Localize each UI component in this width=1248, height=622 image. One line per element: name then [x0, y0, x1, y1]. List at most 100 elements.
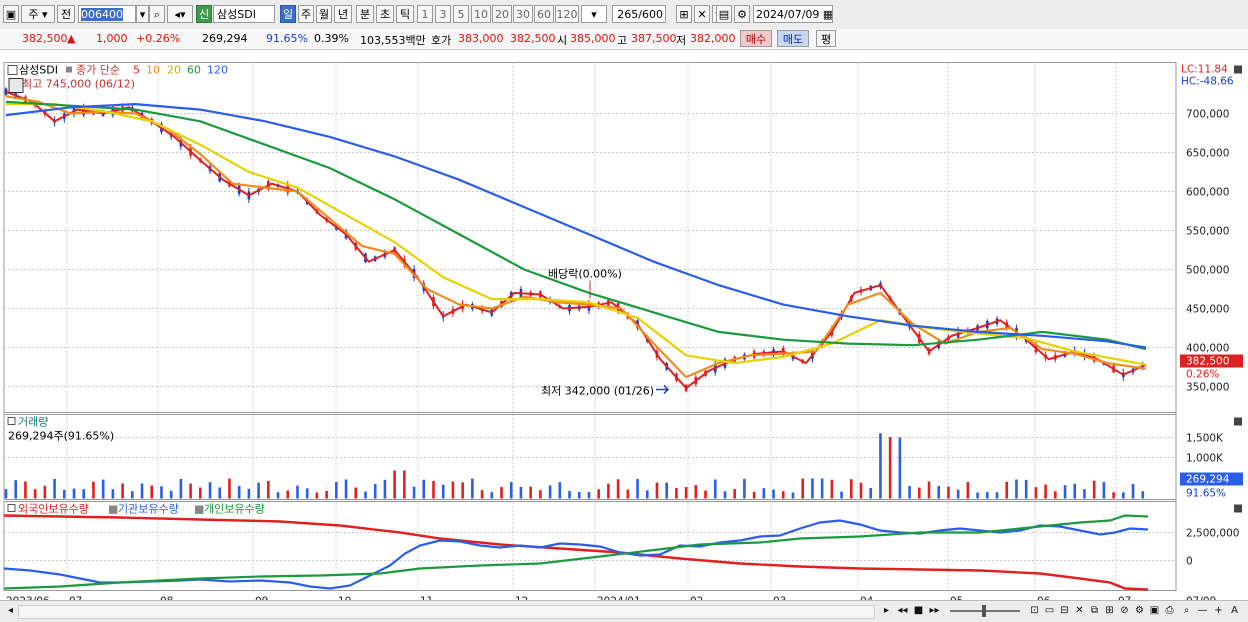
volume-bar: [208, 482, 212, 499]
legend-ma-60: 60: [187, 64, 201, 77]
interval-1[interactable]: 1: [417, 5, 433, 23]
volume-bar: [121, 483, 124, 499]
crosshair-icon[interactable]: ✕: [694, 5, 710, 23]
tab-second[interactable]: 초: [376, 5, 394, 23]
prev-button[interactable]: 전: [57, 5, 75, 23]
zoom-icon[interactable]: ⌕: [1183, 605, 1190, 616]
scroll-left-icon[interactable]: ◂: [7, 605, 14, 616]
count-input[interactable]: 265/600: [612, 5, 666, 23]
stock-name-field[interactable]: 삼성SDI: [213, 5, 275, 23]
drawing-tool-icon[interactable]: ⊡: [1030, 605, 1039, 616]
tab-month[interactable]: 월: [316, 5, 332, 23]
stock-code-value: 006400: [81, 8, 123, 21]
hc-value: HC:-48.66: [1181, 76, 1234, 88]
volume-bar: [597, 489, 600, 499]
link-icon[interactable]: ⊘: [1120, 605, 1129, 616]
volume-bar: [305, 488, 309, 499]
scroll-track[interactable]: [18, 605, 875, 619]
volume-bar: [587, 492, 591, 499]
tab-year[interactable]: 년: [334, 5, 352, 23]
interval-3[interactable]: 3: [435, 5, 451, 23]
volume-bar: [53, 478, 56, 499]
volume-panel-checkbox[interactable]: [7, 417, 16, 425]
calendar-icon[interactable]: ▦: [822, 8, 833, 21]
interval-20[interactable]: 20: [492, 5, 512, 23]
sell-button[interactable]: 매도: [777, 30, 809, 47]
volume-bar: [199, 487, 202, 499]
search-icon[interactable]: ⌕: [149, 5, 165, 23]
forward-icon[interactable]: ▸▸: [929, 605, 940, 616]
save-icon[interactable]: ▤: [716, 5, 732, 23]
stock-code-input[interactable]: 006400: [78, 5, 136, 23]
volume-ratio: 91.65%: [266, 32, 308, 45]
tab-minute[interactable]: 분: [356, 5, 374, 23]
vertical-gridlines: [66, 62, 1117, 591]
zoom-in-icon[interactable]: +: [1214, 605, 1223, 616]
volume-bar: [956, 489, 960, 499]
period-type-select[interactable]: 주 ▾: [21, 5, 55, 23]
candle-icon[interactable]: ⊞: [676, 5, 692, 23]
volume-bar: [296, 485, 299, 499]
compare-icon[interactable]: ⊟: [1060, 605, 1069, 616]
shape-tool-icon[interactable]: ▭: [1044, 605, 1055, 616]
volume-panel-close-icon[interactable]: [1234, 417, 1242, 426]
change-rate: +0.26%: [136, 32, 181, 45]
font-size-icon[interactable]: A: [1231, 605, 1238, 616]
price-panel-close-icon[interactable]: [1234, 65, 1242, 74]
interval-dropdown[interactable]: ▾: [581, 5, 607, 23]
stop-icon[interactable]: ■: [913, 605, 924, 616]
print-icon[interactable]: ⎙: [1165, 605, 1174, 616]
volume-bar: [111, 489, 115, 499]
volume-bar: [509, 482, 513, 499]
grid-toggle-icon[interactable]: [8, 78, 24, 93]
tab-tick[interactable]: 틱: [396, 5, 414, 23]
y-tick: 550,000: [1186, 226, 1229, 238]
gear-icon[interactable]: ⚙: [734, 5, 750, 23]
zoom-slider-handle[interactable]: [982, 605, 986, 617]
interval-10[interactable]: 10: [471, 5, 491, 23]
tab-week[interactable]: 주: [298, 5, 314, 23]
volume-bar: [228, 478, 231, 499]
holding-panel-close-icon[interactable]: [1234, 504, 1242, 513]
interval-30[interactable]: 30: [513, 5, 533, 23]
price-panel-checkbox[interactable]: [7, 65, 18, 75]
volume-bar: [869, 487, 873, 499]
holding-panel-checkbox[interactable]: [7, 504, 16, 512]
volume-bar: [471, 478, 474, 499]
buy-button[interactable]: 매수: [740, 30, 772, 47]
code-dropdown-icon[interactable]: ▾: [136, 5, 149, 23]
volume-bar: [704, 490, 707, 499]
chart-scrollbar[interactable]: ◂ ▸ ◂◂ ■ ▸▸ ⊡ ▭ ⊟ ✕ ⧉ ⊞ ⊘ ⚙ ▣ ⎙ ⌕ — + A: [0, 600, 1248, 622]
volume-bar: [568, 491, 571, 499]
window-menu-icon[interactable]: ▣: [3, 5, 19, 23]
open-price: 385,000: [570, 32, 616, 45]
image-icon[interactable]: ▣: [1149, 605, 1160, 616]
rewind-icon[interactable]: ◂◂: [897, 605, 908, 616]
vol-tick: 1,000K: [1186, 453, 1224, 465]
legend-ma-10: 10: [146, 64, 160, 77]
volume-bar: [461, 482, 464, 499]
zoom-out-icon[interactable]: —: [1197, 605, 1208, 616]
speaker-icon[interactable]: ◂▾: [167, 5, 193, 23]
settings-icon[interactable]: ⚙: [1135, 605, 1144, 616]
volume-bar: [820, 478, 824, 499]
volume-value-note: 269,294주(91.65%): [8, 430, 114, 443]
stock-chart[interactable]: 700,000 650,000 600,000 550,000 500,000 …: [0, 50, 1248, 621]
volume-bar: [257, 482, 260, 499]
interval-5[interactable]: 5: [453, 5, 469, 23]
volume-bar: [917, 487, 921, 499]
avg-button[interactable]: 평: [816, 30, 836, 47]
volume-bar: [840, 491, 843, 499]
y-tick: 450,000: [1186, 304, 1229, 316]
volume-bar: [1034, 487, 1038, 499]
interval-60[interactable]: 60: [534, 5, 554, 23]
cross-icon[interactable]: ✕: [1075, 605, 1084, 616]
scroll-right-icon[interactable]: ▸: [883, 605, 890, 616]
copy-icon[interactable]: ⧉: [1090, 605, 1099, 616]
svg-text:■: ■: [194, 503, 204, 516]
interval-120[interactable]: 120: [555, 5, 579, 23]
layout-icon[interactable]: ⊞: [1105, 605, 1114, 616]
tab-day[interactable]: 일: [280, 5, 296, 23]
ma-line-120: [5, 102, 1147, 349]
date-input[interactable]: 2024/07/09 ▦: [753, 5, 833, 23]
